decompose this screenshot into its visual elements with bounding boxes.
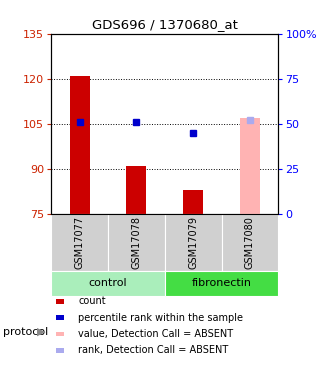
Bar <box>56 299 65 304</box>
Bar <box>165 214 221 271</box>
Bar <box>108 214 165 271</box>
Text: GSM17080: GSM17080 <box>245 216 255 269</box>
Bar <box>183 190 203 214</box>
Text: GSM17077: GSM17077 <box>75 216 84 269</box>
Text: fibronectin: fibronectin <box>192 278 252 288</box>
Text: GSM17079: GSM17079 <box>188 216 198 269</box>
Bar <box>70 76 90 214</box>
Bar <box>56 348 65 352</box>
Text: ▶: ▶ <box>37 327 45 337</box>
Text: GSM17078: GSM17078 <box>132 216 141 269</box>
Bar <box>51 214 108 271</box>
Bar <box>51 271 165 296</box>
Text: control: control <box>89 278 127 288</box>
Bar <box>221 214 278 271</box>
Text: protocol: protocol <box>3 327 48 337</box>
Bar <box>126 166 146 214</box>
Bar <box>56 332 65 336</box>
Bar <box>56 315 65 320</box>
Text: rank, Detection Call = ABSENT: rank, Detection Call = ABSENT <box>78 345 229 355</box>
Text: count: count <box>78 297 106 306</box>
Text: value, Detection Call = ABSENT: value, Detection Call = ABSENT <box>78 329 234 339</box>
Title: GDS696 / 1370680_at: GDS696 / 1370680_at <box>92 18 238 31</box>
Bar <box>165 271 278 296</box>
Text: percentile rank within the sample: percentile rank within the sample <box>78 313 244 323</box>
Bar <box>240 118 260 214</box>
